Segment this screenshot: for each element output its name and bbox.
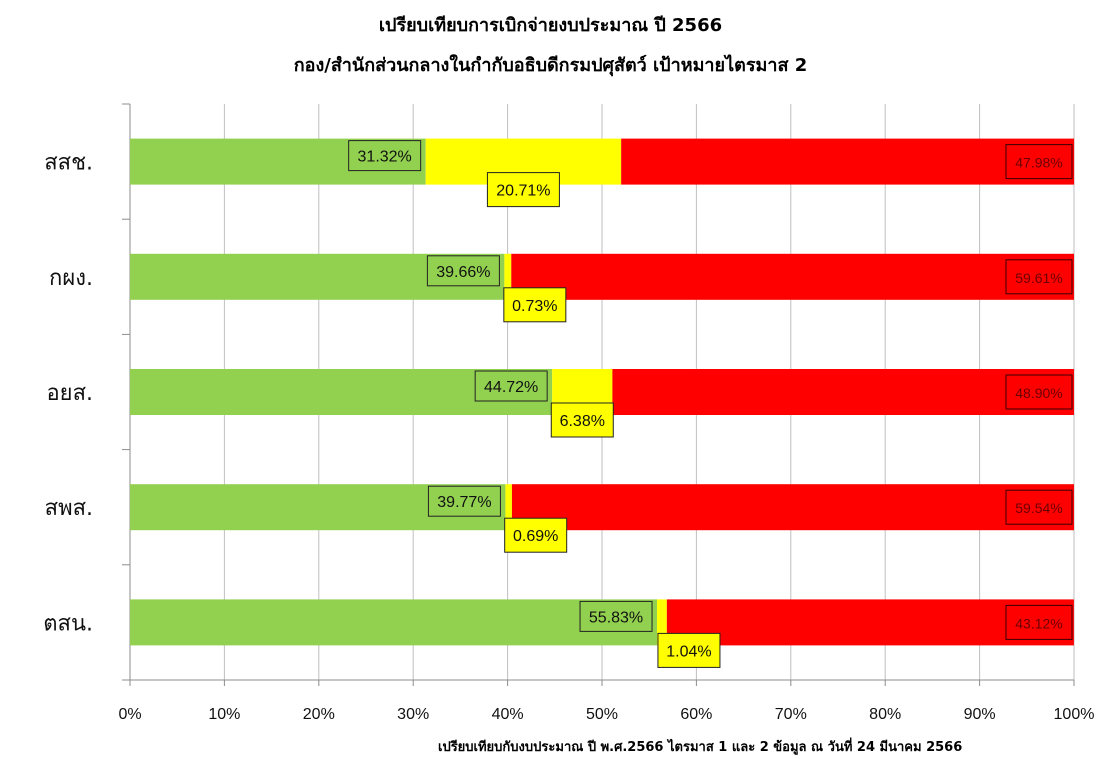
bar-segment xyxy=(130,484,506,531)
data-label-red: 43.12% xyxy=(1015,615,1062,631)
bar-segment xyxy=(666,599,1074,646)
data-label-green: 44.72% xyxy=(484,379,538,396)
data-label-green: 39.77% xyxy=(437,494,491,511)
x-tick-label: 80% xyxy=(869,706,901,723)
data-label-box xyxy=(550,402,614,438)
x-tick-label: 70% xyxy=(775,706,807,723)
bar-segment xyxy=(505,484,512,531)
data-label-red: 59.61% xyxy=(1015,270,1062,286)
data-label-box xyxy=(1005,374,1073,410)
category-label: กผง. xyxy=(49,266,93,291)
data-label-box xyxy=(657,632,721,668)
data-label-box xyxy=(1005,489,1073,525)
data-label-green: 55.83% xyxy=(589,609,643,626)
bar-segment xyxy=(657,599,667,646)
x-tick-label: 40% xyxy=(492,706,524,723)
x-tick-label: 90% xyxy=(964,706,996,723)
data-label-box xyxy=(427,485,501,517)
bar-segment xyxy=(504,253,512,300)
x-tick-label: 60% xyxy=(680,706,712,723)
bar-segment xyxy=(612,369,1074,415)
data-label-box xyxy=(486,172,560,208)
data-label-yellow: 6.38% xyxy=(560,413,605,430)
data-label-box xyxy=(1005,259,1073,295)
data-label-red: 48.90% xyxy=(1015,385,1062,401)
x-tick-label: 50% xyxy=(586,706,618,723)
chart-subtitle: กอง/สำนักส่วนกลางในกำกับอธิบดีกรมปศุสัตว… xyxy=(293,55,808,76)
category-label: สสช. xyxy=(44,151,93,176)
x-tick-label: 0% xyxy=(118,706,141,723)
data-label-green: 39.66% xyxy=(436,264,490,281)
chart-footnote: เปรียบเทียบกับงบประมาณ ปี พ.ศ.2566 ไตรมา… xyxy=(438,740,963,755)
data-label-box xyxy=(504,517,568,553)
data-label-box xyxy=(1005,144,1073,180)
category-label: ตสน. xyxy=(43,611,93,636)
data-label-red: 59.54% xyxy=(1015,500,1062,516)
data-label-box xyxy=(474,370,548,402)
data-label-box xyxy=(503,287,567,323)
data-label-box xyxy=(1005,604,1073,640)
bar-segment xyxy=(130,253,505,300)
bar-segment xyxy=(130,138,426,185)
bar-segment xyxy=(511,484,1075,531)
bar-segment xyxy=(511,253,1074,300)
bar-segment xyxy=(130,369,553,415)
data-label-box xyxy=(348,140,422,172)
bar-segment xyxy=(621,138,1075,185)
x-tick-label: 20% xyxy=(303,706,335,723)
data-label-red: 47.98% xyxy=(1015,155,1062,171)
x-tick-label: 10% xyxy=(208,706,240,723)
bar-segment xyxy=(130,599,658,646)
data-label-yellow: 1.04% xyxy=(666,643,711,660)
data-label-box xyxy=(426,255,500,287)
data-label-yellow: 0.69% xyxy=(513,528,558,545)
category-label: อยส. xyxy=(46,381,93,406)
x-tick-label: 100% xyxy=(1054,706,1095,723)
category-label: สพส. xyxy=(45,496,93,521)
data-label-box xyxy=(579,600,653,632)
chart-title: เปรียบเทียบการเบิกจ่ายงบประมาณ ปี 2566 xyxy=(378,15,723,36)
data-label-green: 31.32% xyxy=(358,149,412,166)
x-tick-label: 30% xyxy=(397,706,429,723)
data-label-yellow: 20.71% xyxy=(496,183,550,200)
data-label-yellow: 0.73% xyxy=(512,298,557,315)
